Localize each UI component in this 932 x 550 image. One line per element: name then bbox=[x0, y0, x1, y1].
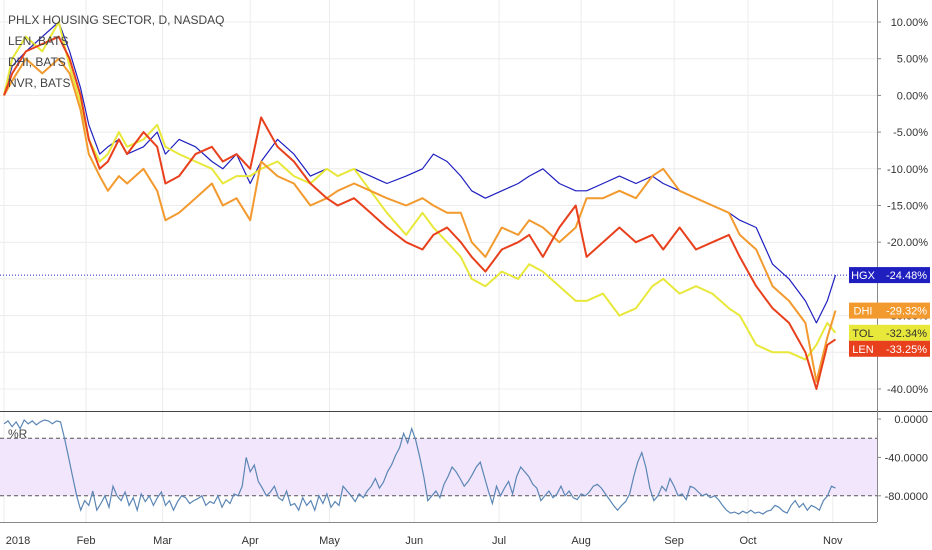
legend-item-nvr[interactable]: NVR, BATS bbox=[8, 76, 70, 90]
x-tick-label: Feb bbox=[77, 535, 96, 547]
x-tick-label: May bbox=[319, 535, 340, 547]
percent-r-tick-label: -80.0000 bbox=[885, 491, 928, 503]
x-tick-label: Jun bbox=[405, 535, 423, 547]
percent-r-tick-label: 0.0000 bbox=[894, 414, 928, 426]
chart-title: PHLX HOUSING SECTOR, D, NASDAQ bbox=[8, 13, 225, 27]
tag-symbol-box bbox=[849, 324, 877, 341]
main-grid bbox=[0, 0, 877, 411]
x-tick-label: Oct bbox=[739, 535, 756, 547]
y-tick-label: -10.00% bbox=[887, 164, 928, 176]
percent-r-series bbox=[3, 418, 836, 515]
tag-symbol: HGX bbox=[851, 270, 876, 282]
tag-value-box bbox=[877, 267, 930, 284]
last-value-tag-hgx: HGX -24.48% bbox=[849, 267, 930, 284]
x-tick-label: Apr bbox=[242, 535, 259, 547]
tag-symbol-box bbox=[849, 340, 877, 357]
tag-value: -33.25% bbox=[886, 344, 927, 356]
tag-value-box bbox=[877, 324, 930, 341]
percent-r-band bbox=[0, 438, 877, 496]
series-line-hgx bbox=[3, 21, 837, 324]
x-tick-label: 2018 bbox=[6, 535, 30, 547]
last-value-tags: HGX -24.48% DHI -29.32% TOL -32.34% LEN -33.25% bbox=[849, 267, 930, 357]
last-value-tag-tol: TOL -32.34% bbox=[849, 324, 930, 341]
series-line-len bbox=[3, 35, 837, 390]
y-tick-label: -40.00% bbox=[887, 384, 928, 396]
y-tick-label: -5.00% bbox=[893, 127, 928, 139]
series-line-tol bbox=[3, 21, 837, 361]
y-tick-label: 5.00% bbox=[897, 54, 928, 66]
legend-item-len[interactable]: LEN, BATS bbox=[8, 34, 68, 48]
tag-symbol-box bbox=[849, 267, 877, 284]
percent-r-line bbox=[3, 418, 836, 515]
series-lines bbox=[3, 21, 837, 390]
percent-r-title: %R bbox=[8, 427, 28, 441]
x-tick-label: Aug bbox=[571, 535, 591, 547]
series-line-dhi bbox=[3, 57, 837, 383]
tag-symbol: TOL bbox=[852, 328, 873, 340]
legend-item-dhi[interactable]: DHI, BATS bbox=[8, 55, 66, 69]
percent-r-scale[interactable]: 0.0000 -40.0000 -80.0000 bbox=[877, 414, 928, 503]
x-tick-label: Nov bbox=[823, 535, 843, 547]
x-tick-label: Jul bbox=[492, 535, 506, 547]
tag-symbol: LEN bbox=[852, 344, 873, 356]
tag-value: -24.48% bbox=[886, 270, 927, 282]
y-tick-label: -20.00% bbox=[887, 237, 928, 249]
y-tick-label: -15.00% bbox=[887, 201, 928, 213]
tag-symbol: DHI bbox=[854, 306, 873, 318]
y-tick-label: 10.00% bbox=[891, 17, 929, 29]
tag-value-box bbox=[877, 302, 930, 319]
tag-value: -32.34% bbox=[886, 328, 927, 340]
tag-value: -29.32% bbox=[886, 306, 927, 318]
time-scale[interactable]: 2018 Feb Mar Apr May Jun Jul Aug Sep Oct Nov bbox=[0, 522, 877, 548]
x-tick-label: Mar bbox=[153, 535, 172, 547]
y-tick-label: 0.00% bbox=[897, 90, 928, 102]
percent-r-tick-label: -40.0000 bbox=[885, 452, 928, 464]
tag-symbol-box bbox=[849, 302, 877, 319]
last-value-tag-dhi: DHI -29.32% bbox=[849, 302, 930, 319]
tag-value-box bbox=[877, 340, 930, 357]
last-value-tag-len: LEN -33.25% bbox=[849, 340, 930, 357]
x-tick-label: Sep bbox=[664, 535, 684, 547]
